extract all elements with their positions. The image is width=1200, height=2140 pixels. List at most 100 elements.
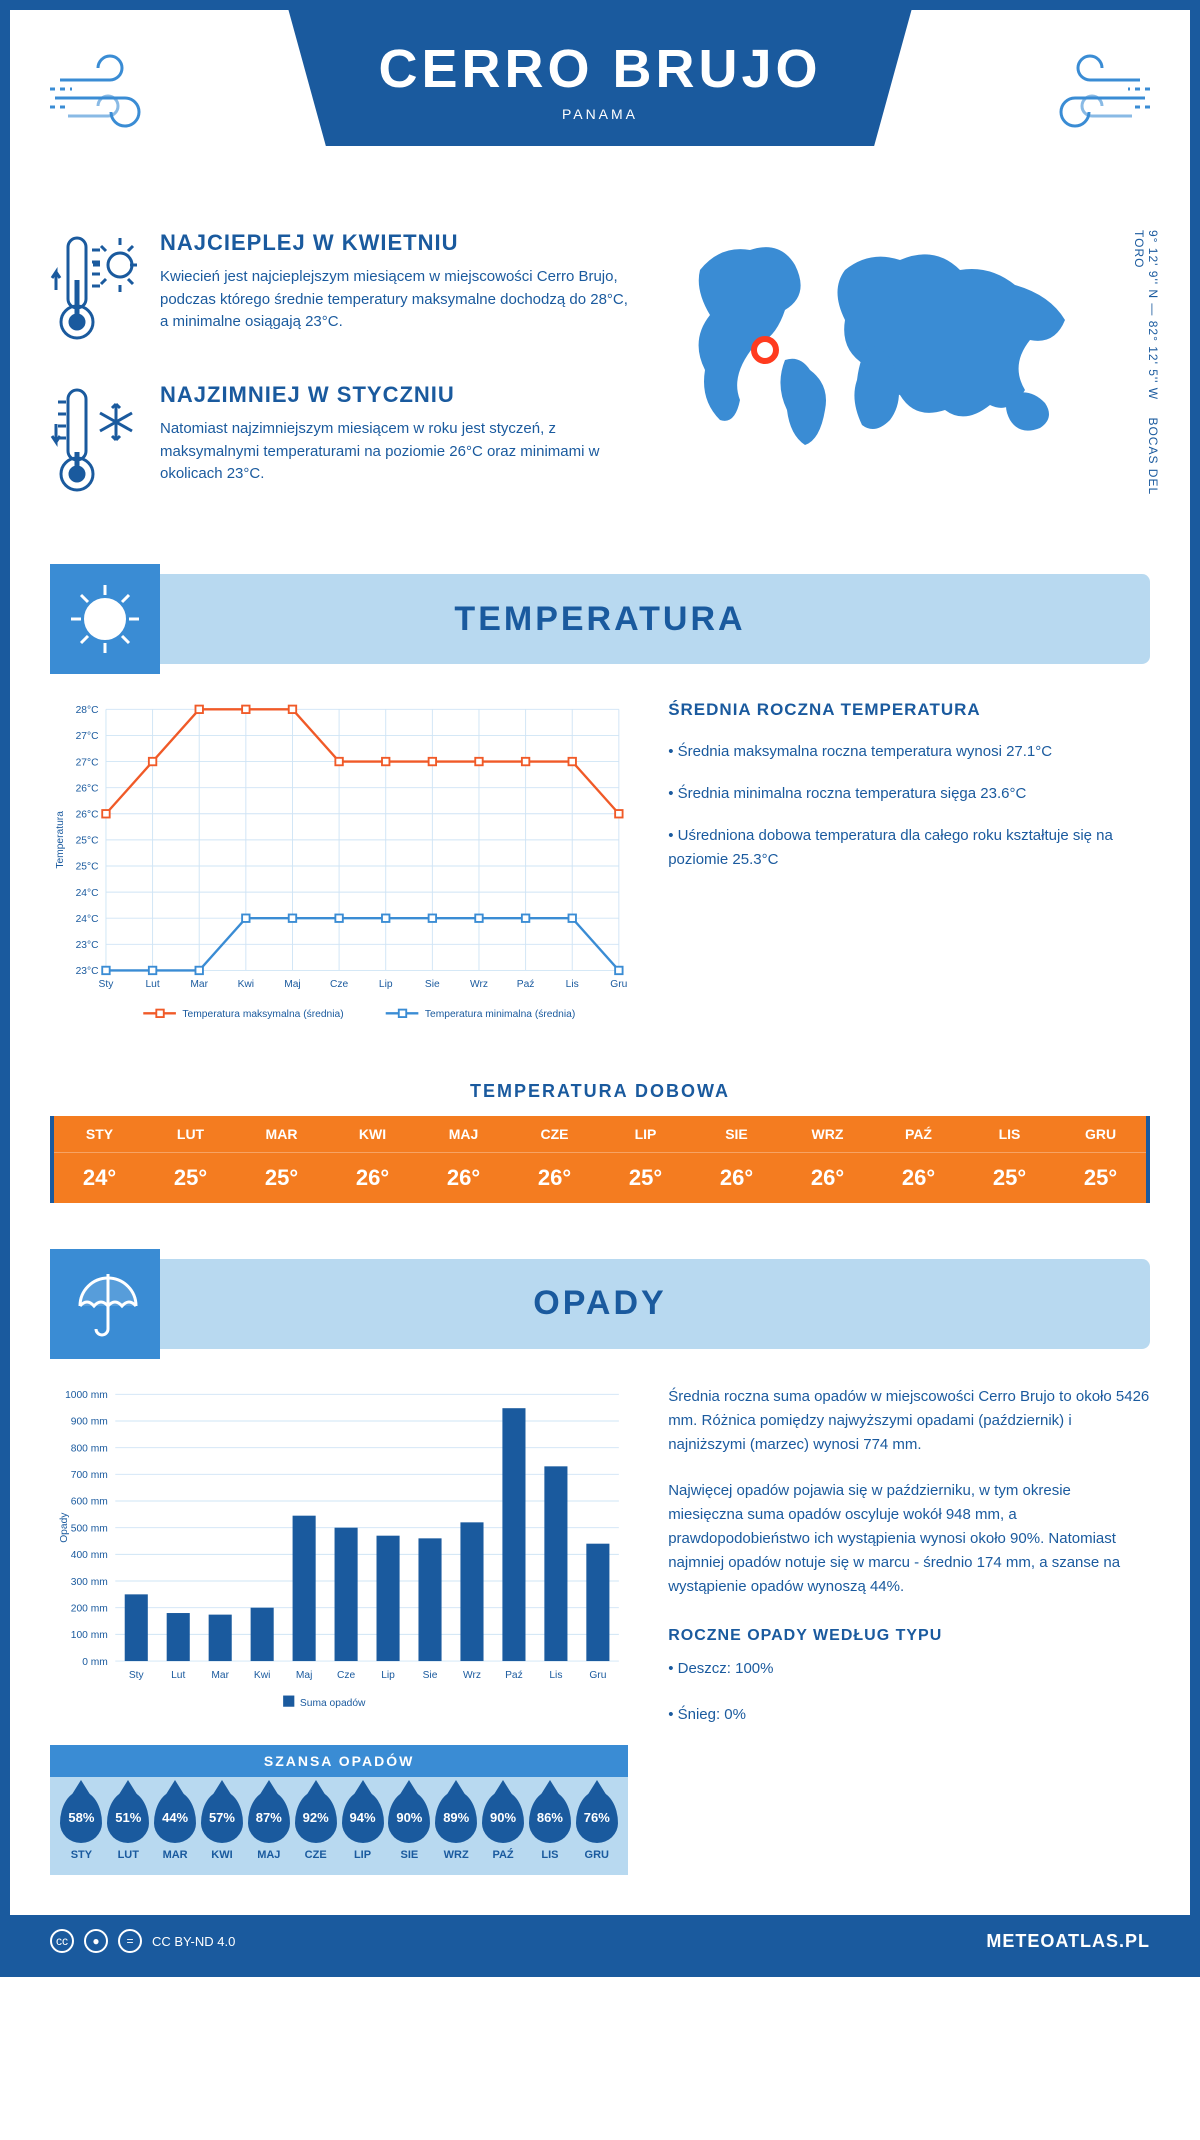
daily-month: GRU bbox=[1055, 1116, 1146, 1153]
rain-chance-item: 87%MAJ bbox=[247, 1791, 290, 1861]
svg-text:Gru: Gru bbox=[589, 1670, 606, 1681]
rain-chance-month: LIP bbox=[354, 1849, 371, 1861]
svg-text:23°C: 23°C bbox=[76, 940, 100, 951]
rain-chance-month: WRZ bbox=[444, 1849, 469, 1861]
map-column: 9° 12' 9'' N — 82° 12' 5'' W BOCAS DEL T… bbox=[670, 230, 1150, 534]
svg-text:23°C: 23°C bbox=[76, 966, 100, 977]
rain-chance-month: GRU bbox=[585, 1849, 609, 1861]
svg-text:Sie: Sie bbox=[423, 1670, 438, 1681]
daily-value: 26° bbox=[782, 1153, 873, 1203]
raindrop-icon: 92% bbox=[295, 1791, 337, 1843]
svg-text:Paź: Paź bbox=[517, 979, 535, 990]
daily-month: WRZ bbox=[782, 1116, 873, 1153]
svg-text:700 mm: 700 mm bbox=[71, 1470, 108, 1481]
svg-text:900 mm: 900 mm bbox=[71, 1416, 108, 1427]
license-text: CC BY-ND 4.0 bbox=[152, 1934, 235, 1949]
rain-chance-item: 51%LUT bbox=[107, 1791, 150, 1861]
temperature-section-header: TEMPERATURA bbox=[50, 574, 1150, 664]
svg-text:Maj: Maj bbox=[296, 1670, 313, 1681]
daily-value: 25° bbox=[600, 1153, 691, 1203]
raindrop-icon: 58% bbox=[60, 1791, 102, 1843]
opady-type-point: • Deszcz: 100% bbox=[668, 1657, 1150, 1681]
svg-text:Kwi: Kwi bbox=[254, 1670, 271, 1681]
daily-value: 25° bbox=[145, 1153, 236, 1203]
raindrop-icon: 87% bbox=[248, 1791, 290, 1843]
sun-icon bbox=[65, 579, 145, 659]
daily-month: CZE bbox=[509, 1116, 600, 1153]
svg-text:100 mm: 100 mm bbox=[71, 1630, 108, 1641]
raindrop-icon: 89% bbox=[435, 1791, 477, 1843]
svg-text:400 mm: 400 mm bbox=[71, 1550, 108, 1561]
svg-text:26°C: 26°C bbox=[76, 783, 100, 794]
coord-lon: 82° 12' 5'' W bbox=[1146, 321, 1160, 400]
svg-text:26°C: 26°C bbox=[76, 810, 100, 821]
svg-text:1000 mm: 1000 mm bbox=[65, 1390, 108, 1401]
svg-text:600 mm: 600 mm bbox=[71, 1496, 108, 1507]
wind-icon bbox=[1020, 50, 1150, 140]
daily-month: MAJ bbox=[418, 1116, 509, 1153]
rain-chance-item: 90%PAŹ bbox=[482, 1791, 525, 1861]
rain-chance-item: 44%MAR bbox=[154, 1791, 197, 1861]
by-icon: ● bbox=[84, 1929, 108, 1953]
daily-month: PAŹ bbox=[873, 1116, 964, 1153]
rain-chance-title: SZANSA OPADÓW bbox=[50, 1745, 628, 1777]
rain-chance-item: 86%LIS bbox=[528, 1791, 571, 1861]
rain-chance-item: 57%KWI bbox=[201, 1791, 244, 1861]
rain-chance-month: PAŹ bbox=[492, 1849, 513, 1861]
rain-chance-item: 92% CZE bbox=[294, 1791, 337, 1861]
svg-text:Temperatura maksymalna (średni: Temperatura maksymalna (średnia) bbox=[182, 1009, 343, 1020]
raindrop-icon: 90% bbox=[388, 1791, 430, 1843]
svg-text:Cze: Cze bbox=[330, 979, 349, 990]
svg-text:Mar: Mar bbox=[190, 979, 208, 990]
header: CERRO BRUJO PANAMA bbox=[50, 10, 1150, 210]
opady-section-header: OPADY bbox=[50, 1259, 1150, 1349]
opady-p1: Średnia roczna suma opadów w miejscowośc… bbox=[668, 1385, 1150, 1457]
daily-value: 26° bbox=[873, 1153, 964, 1203]
daily-month: LIP bbox=[600, 1116, 691, 1153]
svg-text:200 mm: 200 mm bbox=[71, 1603, 108, 1614]
footer: cc ● = CC BY-ND 4.0 METEOATLAS.PL bbox=[10, 1915, 1190, 1967]
svg-text:300 mm: 300 mm bbox=[71, 1576, 108, 1587]
svg-text:Wrz: Wrz bbox=[470, 979, 488, 990]
rain-chance-month: STY bbox=[71, 1849, 92, 1861]
svg-text:Temperatura: Temperatura bbox=[55, 811, 66, 869]
svg-text:Lis: Lis bbox=[549, 1670, 562, 1681]
svg-text:Mar: Mar bbox=[211, 1670, 229, 1681]
raindrop-icon: 94% bbox=[342, 1791, 384, 1843]
daily-temp-title: TEMPERATURA DOBOWA bbox=[50, 1081, 1150, 1102]
svg-text:28°C: 28°C bbox=[76, 705, 100, 716]
rain-chance-item: 94% LIP bbox=[341, 1791, 384, 1861]
svg-text:Lip: Lip bbox=[379, 979, 393, 990]
cc-icon: cc bbox=[50, 1929, 74, 1953]
svg-text:Gru: Gru bbox=[610, 979, 627, 990]
daily-month: MAR bbox=[236, 1116, 327, 1153]
rain-chance-panel: SZANSA OPADÓW 58% STY 51%LUT44%MAR57%KWI87… bbox=[50, 1745, 628, 1875]
precipitation-chart: 0 mm100 mm200 mm300 mm400 mm500 mm600 mm… bbox=[50, 1385, 628, 1726]
svg-text:25°C: 25°C bbox=[76, 836, 100, 847]
avg-temp-title: ŚREDNIA ROCZNA TEMPERATURA bbox=[668, 700, 1150, 720]
opady-type-point: • Śnieg: 0% bbox=[668, 1703, 1150, 1727]
daily-temp-table: STYLUTMARKWIMAJCZELIPSIEWRZPAŹLISGRU24°2… bbox=[50, 1116, 1150, 1203]
svg-text:Opady: Opady bbox=[59, 1511, 70, 1542]
temperature-title: TEMPERATURA bbox=[454, 600, 745, 639]
title-banner: CERRO BRUJO PANAMA bbox=[288, 10, 911, 146]
rain-chance-month: CZE bbox=[305, 1849, 327, 1861]
svg-text:Wrz: Wrz bbox=[463, 1670, 481, 1681]
daily-month: LIS bbox=[964, 1116, 1055, 1153]
brand: METEOATLAS.PL bbox=[986, 1931, 1150, 1952]
daily-value: 26° bbox=[327, 1153, 418, 1203]
svg-text:Maj: Maj bbox=[284, 979, 301, 990]
rain-chance-month: SIE bbox=[400, 1849, 418, 1861]
svg-text:500 mm: 500 mm bbox=[71, 1523, 108, 1534]
hottest-block: NAJCIEPLEJ W KWIETNIU Kwiecień jest najc… bbox=[50, 230, 630, 350]
daily-value: 26° bbox=[509, 1153, 600, 1203]
coord-lat: 9° 12' 9'' N bbox=[1146, 230, 1160, 299]
coldest-body: Natomiast najzimniejszym miesiącem w rok… bbox=[160, 418, 630, 486]
rain-chance-item: 58% STY bbox=[60, 1791, 103, 1861]
svg-text:Kwi: Kwi bbox=[238, 979, 255, 990]
raindrop-icon: 51% bbox=[107, 1791, 149, 1843]
svg-text:27°C: 27°C bbox=[76, 757, 100, 768]
svg-text:800 mm: 800 mm bbox=[71, 1443, 108, 1454]
page-title: CERRO BRUJO bbox=[378, 38, 821, 100]
svg-text:Sie: Sie bbox=[425, 979, 440, 990]
